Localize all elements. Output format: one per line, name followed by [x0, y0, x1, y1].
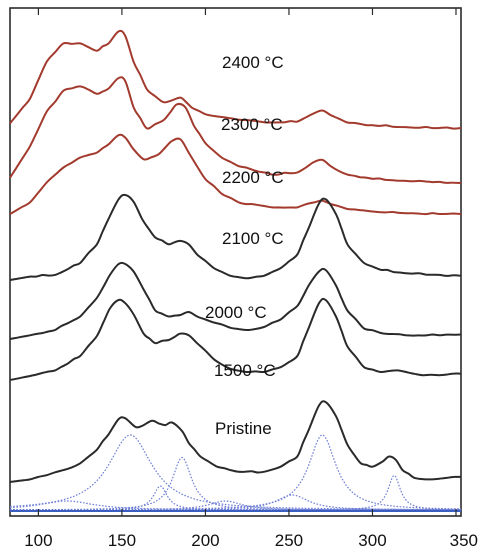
x-tick-label-300: 300 — [358, 531, 386, 550]
spectra-series — [9, 29, 462, 483]
x-axis-ticks: 100 150 200 250 300 350 — [24, 8, 478, 550]
series-label-6: 1500 °C — [214, 361, 276, 380]
fit-component-8 — [10, 474, 462, 511]
x-tick-label-250: 250 — [275, 531, 303, 550]
series-label-2: 2300 °C — [221, 115, 283, 134]
series-label-4: 2100 °C — [222, 229, 284, 248]
series-line-7 — [9, 400, 462, 483]
series-label-7: Pristine — [215, 419, 272, 438]
series-line-6 — [9, 297, 462, 381]
fit-components — [9, 434, 462, 511]
series-label-5: 2000 °C — [205, 303, 267, 322]
series-label-3: 2200 °C — [222, 168, 284, 187]
series-line-5 — [9, 261, 462, 340]
series-line-1 — [9, 29, 462, 130]
x-tick-label-150: 150 — [108, 531, 136, 550]
series-label-1: 2400 °C — [222, 53, 284, 72]
series-line-4 — [9, 193, 462, 281]
series-line-2 — [9, 76, 462, 184]
series-labels: 2400 °C 2300 °C 2200 °C 2100 °C 2000 °C 1500 … — [205, 53, 284, 438]
x-tick-label-350: 350 — [450, 531, 478, 550]
x-tick-label-200: 200 — [191, 531, 219, 550]
series-line-3 — [9, 133, 462, 216]
fit-component-7 — [10, 434, 461, 511]
plot-frame — [9, 7, 462, 517]
x-tick-label-100: 100 — [24, 531, 52, 550]
